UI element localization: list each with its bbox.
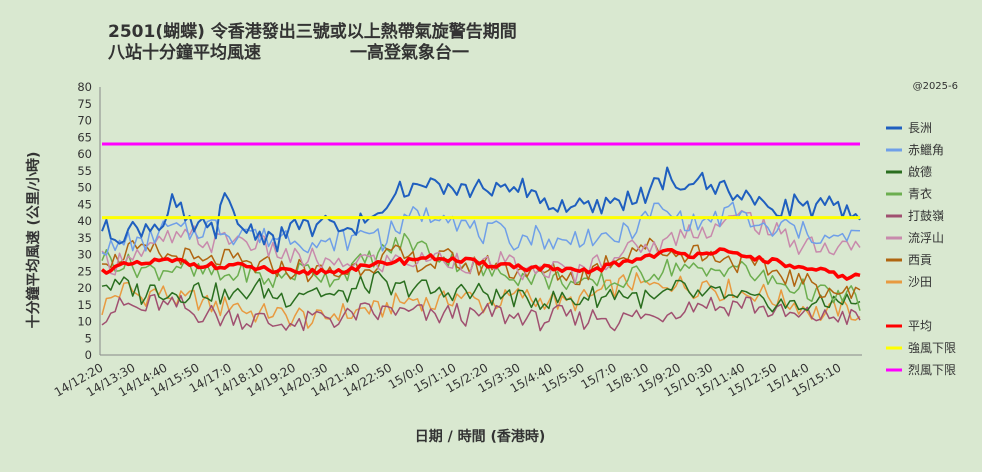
legend-label: 青衣 xyxy=(908,186,932,201)
series-line-啟德 xyxy=(101,270,861,313)
legend-label: 長洲 xyxy=(908,121,932,135)
y-tick-label: 35 xyxy=(77,231,92,245)
y-tick-label: 15 xyxy=(77,298,92,312)
y-tick-label: 30 xyxy=(77,248,92,262)
legend-label: 啟德 xyxy=(908,164,932,179)
series-line-沙田 xyxy=(101,272,861,329)
series-line-打鼓嶺 xyxy=(101,293,861,332)
legend-label: 平均 xyxy=(908,319,932,333)
legend-label: 流浮山 xyxy=(908,231,944,245)
y-tick-label: 70 xyxy=(77,114,92,128)
y-tick-label: 25 xyxy=(77,264,92,278)
y-tick-label: 75 xyxy=(77,97,92,111)
legend-label: 烈風下限 xyxy=(908,363,956,377)
x-axis-label: 日期 / 時間 (香港時) xyxy=(415,428,546,445)
series-line-赤鱲角 xyxy=(101,201,861,256)
y-tick-label: 55 xyxy=(77,164,92,178)
y-tick-label: 20 xyxy=(77,281,92,295)
series-line-青衣 xyxy=(101,232,861,311)
chart-source: 一高登氣象台一 xyxy=(350,42,469,63)
legend-label: 強風下限 xyxy=(908,341,956,355)
series-line-西貢 xyxy=(101,237,861,300)
chart-title-line1: 2501(蝴蝶) 令香港發出三號或以上熱帶氣旋警告期間 xyxy=(108,21,517,42)
legend-label: 打鼓嶺 xyxy=(908,209,944,223)
y-tick-label: 5 xyxy=(85,331,92,345)
legend-label: 赤鱲角 xyxy=(908,143,944,157)
chart-title-line2: 八站十分鐘平均風速 xyxy=(108,42,261,63)
y-tick-label: 80 xyxy=(77,80,92,94)
series-line-長洲 xyxy=(101,166,861,253)
y-tick-label: 45 xyxy=(77,197,92,211)
y-tick-label: 10 xyxy=(77,315,92,329)
y-tick-label: 40 xyxy=(77,214,92,228)
legend-label: 沙田 xyxy=(908,275,932,289)
series-line-平均 xyxy=(100,247,861,281)
y-tick-label: 50 xyxy=(77,181,92,195)
legend-label: 西貢 xyxy=(908,253,932,267)
y-tick-label: 60 xyxy=(77,147,92,161)
y-tick-label: 0 xyxy=(85,348,92,362)
y-axis-label: 十分鐘平均風速 (公里/小時) xyxy=(25,152,42,329)
plot-area: 0510152025303540455055606570758014/12:20… xyxy=(52,80,862,400)
watermark: @2025-6 xyxy=(913,81,958,92)
y-tick-label: 65 xyxy=(77,130,92,144)
